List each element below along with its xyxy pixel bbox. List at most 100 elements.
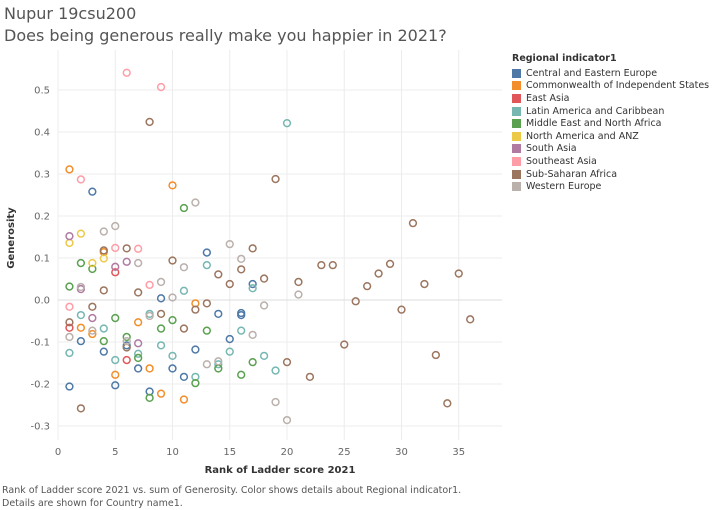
legend-item[interactable]: Latin America and Caribbean — [512, 105, 709, 118]
data-point[interactable] — [168, 351, 177, 361]
data-point[interactable] — [88, 326, 97, 335]
data-point[interactable] — [134, 364, 143, 373]
data-point[interactable] — [214, 360, 223, 369]
data-point[interactable] — [168, 181, 177, 190]
data-point[interactable] — [76, 282, 86, 292]
data-point[interactable] — [214, 357, 223, 366]
data-point[interactable] — [237, 265, 246, 274]
data-point[interactable] — [88, 302, 97, 311]
data-point[interactable] — [259, 301, 269, 310]
data-point[interactable] — [168, 293, 177, 302]
data-point[interactable] — [122, 337, 131, 346]
data-point[interactable] — [202, 248, 212, 257]
legend-item[interactable]: Southeast Asia — [512, 155, 709, 168]
data-point[interactable] — [305, 372, 315, 382]
legend-item[interactable]: Western Europe — [512, 180, 709, 193]
data-point[interactable] — [248, 358, 257, 367]
data-point[interactable] — [237, 254, 246, 263]
data-point[interactable] — [385, 259, 395, 269]
data-point[interactable] — [99, 324, 108, 333]
data-point[interactable] — [191, 345, 200, 354]
data-point[interactable] — [122, 332, 131, 342]
data-point[interactable] — [225, 334, 234, 344]
data-point[interactable] — [111, 268, 120, 277]
data-point[interactable] — [156, 341, 166, 350]
data-point[interactable] — [156, 277, 166, 287]
data-point[interactable] — [202, 260, 212, 270]
data-point[interactable] — [65, 232, 74, 241]
data-point[interactable] — [282, 119, 292, 128]
data-point[interactable] — [317, 260, 326, 270]
data-point[interactable] — [111, 355, 120, 365]
data-point[interactable] — [363, 281, 372, 291]
data-point[interactable] — [179, 286, 189, 295]
data-point[interactable] — [65, 165, 74, 174]
data-point[interactable] — [179, 263, 189, 272]
data-point[interactable] — [294, 290, 303, 299]
data-point[interactable] — [65, 282, 74, 291]
data-point[interactable] — [202, 326, 212, 335]
data-point[interactable] — [88, 258, 97, 268]
data-point[interactable] — [76, 229, 86, 238]
data-point[interactable] — [179, 395, 189, 404]
data-point[interactable] — [271, 366, 280, 375]
data-point[interactable] — [248, 330, 257, 340]
data-point[interactable] — [134, 258, 143, 268]
data-point[interactable] — [76, 404, 86, 413]
data-point[interactable] — [111, 370, 120, 379]
data-point[interactable] — [145, 280, 154, 290]
data-point[interactable] — [340, 340, 349, 349]
data-point[interactable] — [99, 246, 108, 255]
data-point[interactable] — [259, 274, 269, 283]
data-point[interactable] — [65, 332, 74, 342]
data-point[interactable] — [156, 294, 166, 303]
data-point[interactable] — [99, 337, 108, 346]
data-point[interactable] — [145, 393, 154, 403]
data-point[interactable] — [248, 244, 257, 253]
data-point[interactable] — [225, 239, 234, 249]
data-point[interactable] — [259, 351, 269, 361]
data-point[interactable] — [134, 349, 143, 358]
legend-item[interactable]: Central and Eastern Europe — [512, 67, 709, 80]
data-point[interactable] — [202, 299, 212, 308]
data-point[interactable] — [111, 262, 120, 271]
data-point[interactable] — [420, 279, 429, 289]
data-point[interactable] — [76, 258, 86, 268]
legend-item[interactable]: North America and ANZ — [512, 130, 709, 143]
data-point[interactable] — [76, 337, 86, 346]
data-point[interactable] — [237, 326, 246, 335]
data-point[interactable] — [191, 305, 200, 314]
data-point[interactable] — [168, 364, 177, 373]
data-point[interactable] — [134, 318, 143, 327]
data-point[interactable] — [271, 397, 280, 407]
data-point[interactable] — [214, 270, 223, 279]
data-point[interactable] — [65, 382, 74, 391]
data-point[interactable] — [168, 316, 177, 325]
data-point[interactable] — [179, 324, 189, 333]
data-point[interactable] — [111, 221, 120, 231]
legend-item[interactable]: South Asia — [512, 143, 709, 156]
data-point[interactable] — [237, 310, 246, 320]
data-point[interactable] — [282, 415, 292, 425]
data-point[interactable] — [99, 347, 108, 356]
data-point[interactable] — [156, 309, 166, 319]
data-point[interactable] — [122, 355, 131, 365]
data-point[interactable] — [111, 313, 120, 323]
data-point[interactable] — [248, 284, 257, 293]
data-point[interactable] — [65, 302, 74, 311]
data-point[interactable] — [122, 257, 131, 266]
data-point[interactable] — [202, 360, 212, 369]
data-point[interactable] — [88, 313, 97, 323]
data-point[interactable] — [99, 286, 108, 295]
data-point[interactable] — [76, 310, 86, 320]
data-point[interactable] — [156, 389, 166, 398]
data-point[interactable] — [443, 399, 452, 408]
data-point[interactable] — [145, 117, 154, 127]
data-point[interactable] — [99, 227, 108, 236]
data-point[interactable] — [294, 277, 303, 287]
data-point[interactable] — [156, 324, 166, 333]
data-point[interactable] — [191, 198, 200, 207]
data-point[interactable] — [225, 279, 234, 289]
data-point[interactable] — [99, 254, 108, 263]
data-point[interactable] — [145, 311, 154, 321]
